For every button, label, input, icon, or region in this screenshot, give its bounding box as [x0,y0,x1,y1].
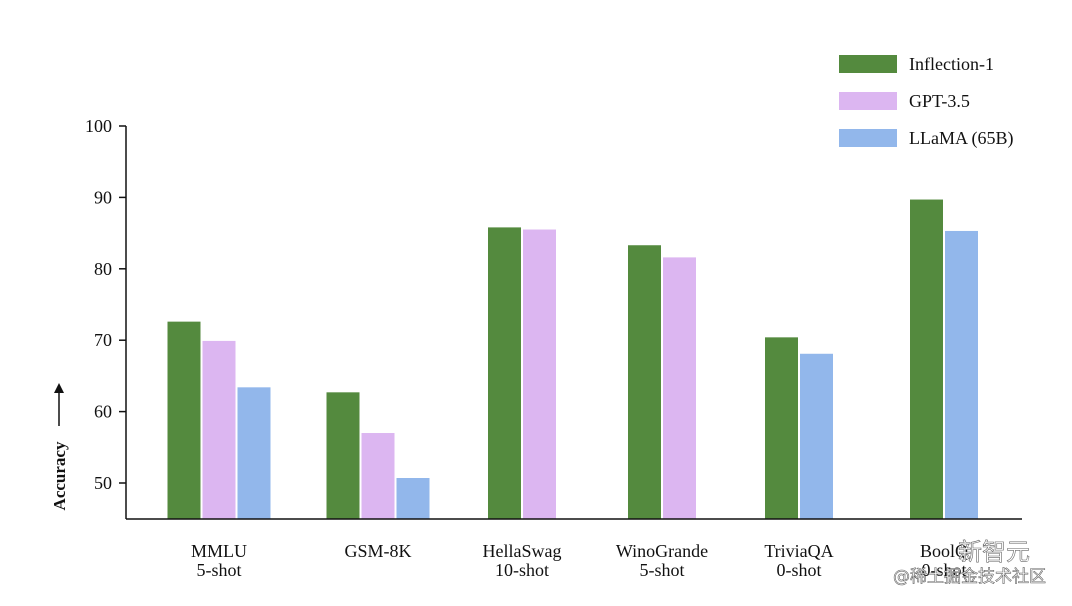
x-category-sublabel: 0-shot [922,560,967,580]
x-category-label: MMLU [191,541,247,561]
bar-gpt-3-5-winogrande [663,257,696,519]
bar-gpt-3-5-hellaswag [523,229,556,519]
bar-inflection-1-hellaswag [488,227,521,519]
bar-gpt-3-5-mmlu [202,340,236,519]
bar-inflection-1-gsm-8k [326,392,360,519]
bar-llama-65b-gsm-8k [396,478,430,519]
bar-llama-65b-boolq [945,230,978,519]
x-category-sublabel: 0-shot [777,560,822,580]
bars [167,199,978,520]
x-category-sublabel: 5-shot [640,560,685,580]
y-axis: 50 60 70 80 90 100 [85,116,127,519]
y-axis-title: Accuracy [50,441,69,510]
x-category-label: WinoGrande [616,541,708,561]
legend-label: LLaMA (65B) [909,128,1013,149]
legend-swatch [839,55,897,73]
bar-inflection-1-boolq [910,199,943,520]
x-category-label: TriviaQA [764,541,833,561]
x-category-label: BoolQ [920,541,968,561]
bar-gpt-3-5-gsm-8k [361,433,395,519]
watermark-line1: 新智元 [958,538,1030,566]
watermark: 新智元 @稀土掘金技术社区 [893,538,1047,588]
legend-swatch [839,92,897,110]
y-tick-label: 50 [94,473,112,493]
bar-llama-65b-mmlu [237,387,271,519]
y-tick-label: 100 [85,116,112,136]
watermark-line2: @稀土掘金技术社区 [893,567,1046,587]
x-category-label: HellaSwag [483,541,562,561]
x-category-sublabel: 5-shot [197,560,242,580]
bar-llama-65b-triviaqa [800,353,833,519]
legend-label: Inflection-1 [909,54,994,74]
y-axis-arrow [54,383,64,426]
y-tick-label: 60 [94,402,112,422]
y-tick-label: 70 [94,330,112,350]
legend: Inflection-1 GPT-3.5 LLaMA (65B) [839,54,1013,149]
bar-inflection-1-triviaqa [765,337,798,519]
bar-inflection-1-winogrande [628,245,661,519]
y-tick-label: 80 [94,259,112,279]
x-category-label: GSM-8K [344,541,411,561]
y-tick-label: 90 [94,187,112,207]
legend-label: GPT-3.5 [909,91,970,111]
bar-inflection-1-mmlu [167,321,201,519]
x-category-sublabel: 10-shot [495,560,549,580]
legend-swatch [839,129,897,147]
